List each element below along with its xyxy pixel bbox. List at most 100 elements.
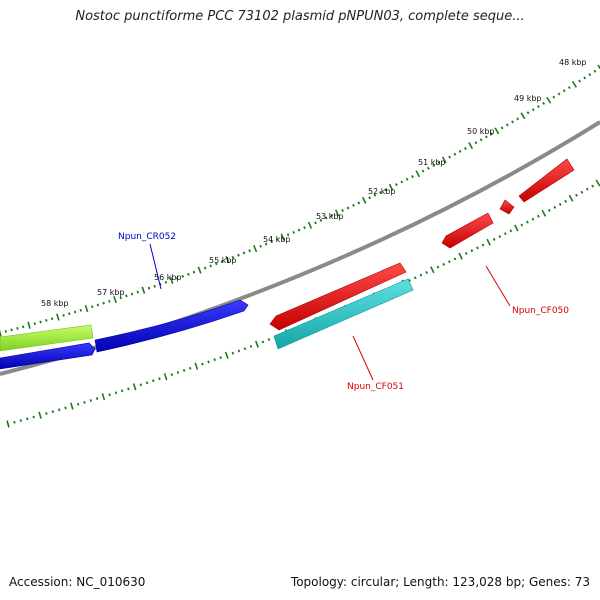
outer-scale-tick (325, 216, 328, 220)
outer-scale-tick (546, 96, 552, 104)
outer-scale-tick (432, 164, 436, 167)
scale-label-53kbp: 53 kbp (316, 212, 344, 221)
outer-scale-tick (141, 286, 146, 294)
gene-label-npun-cf051: Npun_CF051 (347, 382, 404, 392)
inner-scale-tick (207, 360, 210, 364)
outer-scale-tick (292, 230, 295, 234)
callout-line-npun-cf051 (352, 335, 374, 381)
outer-scale-tick (108, 299, 111, 303)
outer-scale-tick (468, 142, 474, 150)
scale-label-48kbp: 48 kbp (559, 58, 587, 67)
inner-scale-tick (419, 273, 423, 277)
gene-feature-red-small[interactable] (499, 199, 515, 215)
inner-scale-tick (163, 373, 168, 381)
outer-scale-tick (259, 244, 262, 248)
inner-scale-tick (537, 214, 540, 218)
outer-scale-tick (303, 226, 306, 230)
inner-scale-tick (481, 243, 485, 247)
outer-scale-tick (368, 196, 371, 200)
outer-scale-tick (164, 280, 168, 284)
outer-scale-tick (231, 255, 235, 259)
outer-scale-tick (583, 76, 587, 80)
inner-scale-tick (26, 417, 29, 421)
outer-scale-tick (578, 79, 581, 83)
gene-label-npun-cr052: Npun_CR052 (118, 232, 176, 242)
outer-scale-tick (130, 292, 134, 296)
inner-scale-tick (568, 194, 574, 202)
inner-scale-tick (430, 266, 435, 274)
outer-scale-tick (597, 64, 600, 70)
inner-scale-tick (520, 223, 524, 227)
outer-scale-tick (453, 152, 457, 156)
outer-scale-tick (62, 314, 65, 317)
gene-feature-cyan[interactable] (273, 278, 414, 350)
outer-scale-tick (4, 330, 7, 333)
outer-scale-tick (537, 105, 540, 109)
inner-scale-tick (492, 237, 496, 241)
scale-label-50kbp: 50 kbp (467, 127, 495, 136)
inner-scale-tick (120, 389, 124, 393)
outer-scale-tick (187, 272, 190, 276)
outer-scale-tick (448, 155, 451, 159)
inner-scale-tick (158, 377, 161, 381)
gene-label-npun-cf050: Npun_CF050 (512, 306, 569, 316)
outer-scale-tick (181, 274, 185, 278)
outer-scale-tick (27, 321, 31, 329)
summary-label: Topology: circular; Length: 123,028 bp; … (290, 575, 590, 589)
outer-scale-tick (335, 209, 340, 217)
inner-scale-tick (261, 340, 265, 344)
outer-scale-tick (319, 218, 323, 222)
inner-scale-tick (95, 397, 99, 400)
inner-scale-tick (231, 351, 235, 355)
gene-feature-red-right[interactable] (518, 158, 575, 203)
inner-scale-tick (51, 410, 55, 414)
outer-scale-tick (136, 290, 139, 294)
inner-scale-tick (254, 340, 259, 348)
inner-scale-tick (224, 351, 229, 359)
gene-feature-blue-npun-cr052[interactable] (94, 299, 249, 353)
outer-scale-tick (264, 242, 268, 246)
outer-scale-tick (588, 73, 592, 77)
outer-scale-tick (437, 161, 441, 165)
outer-scale-tick (552, 95, 556, 99)
outer-scale-tick (542, 101, 545, 105)
outer-scale-tick (119, 296, 122, 300)
outer-scale-tick (197, 266, 202, 274)
gene-feature-red-npun-cf050[interactable] (441, 212, 494, 249)
outer-scale-tick (330, 214, 334, 217)
outer-scale-tick (237, 253, 240, 257)
scale-label-51kbp: 51 kbp (418, 158, 446, 167)
outer-scale-tick (270, 240, 273, 244)
gene-feature-blue-left[interactable] (0, 342, 96, 370)
outer-scale-tick (520, 112, 526, 120)
outer-scale-tick (357, 201, 361, 205)
outer-scale-tick (175, 276, 179, 280)
inner-scale-tick (564, 199, 568, 203)
gene-feature-lime[interactable] (0, 324, 94, 352)
outer-scale-tick (253, 244, 258, 253)
outer-scale-tick (73, 310, 77, 314)
inner-scale-tick (464, 251, 468, 255)
gene-feature-red-npun-cf051[interactable] (269, 262, 407, 331)
outer-scale-tick (415, 170, 421, 178)
outer-scale-tick (341, 209, 344, 212)
outer-scale-tick (79, 308, 83, 312)
outer-scale-tick (427, 166, 430, 170)
outer-scale-tick (500, 126, 504, 130)
outer-scale-tick (314, 221, 317, 225)
inner-scale-tick (425, 271, 428, 274)
inner-scale-tick (458, 252, 463, 260)
outer-scale-tick (593, 69, 597, 73)
outer-scale-tick (220, 260, 224, 264)
inner-scale-tick (476, 246, 479, 250)
outer-scale-tick (45, 319, 48, 322)
outer-scale-tick (562, 89, 566, 93)
inner-scale-tick (132, 383, 137, 391)
inner-scale-tick (139, 383, 143, 387)
outer-scale-tick (571, 80, 578, 88)
inner-scale-tick (70, 402, 74, 410)
outer-scale-tick (405, 177, 409, 181)
outer-scale-tick (474, 141, 478, 145)
outer-scale-tick (50, 317, 54, 321)
outer-scale-tick (379, 191, 382, 195)
